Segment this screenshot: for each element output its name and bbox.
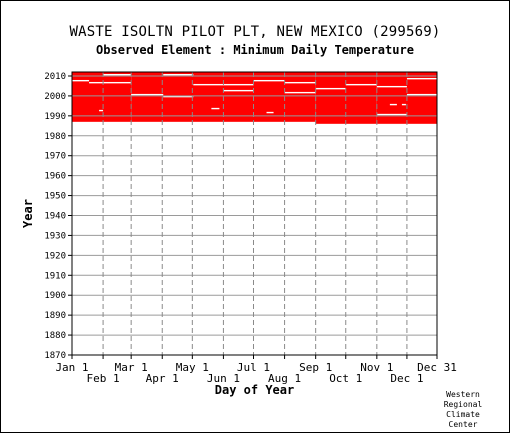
grid-layer [72, 72, 437, 355]
missing-segment-22 [401, 103, 406, 106]
missing-segment-13 [345, 83, 377, 86]
y-tick-label-1950: 1950 [44, 192, 66, 202]
missing-segment-5 [163, 95, 194, 98]
x-tick-label-nov-1: Nov 1 [360, 361, 393, 374]
missing-segment-8 [223, 89, 254, 92]
missing-segment-3 [103, 73, 132, 76]
x-tick-label-may-1: May 1 [176, 361, 209, 374]
credit-line-3: Climate [446, 410, 480, 419]
missing-segment-19 [266, 111, 274, 114]
y-tick-label-1990: 1990 [44, 112, 66, 122]
missing-segment-20 [99, 109, 104, 112]
y-tick-label-1930: 1930 [44, 231, 66, 241]
y-tick-label-1870: 1870 [44, 351, 66, 361]
credit-line-2: Regional [443, 400, 483, 409]
plot-border [71, 71, 438, 356]
x-tick-label-sep-1: Sep 1 [299, 361, 332, 374]
missing-segment-18 [211, 107, 220, 110]
data-block-4 [315, 72, 377, 124]
y-tick-label-1980: 1980 [44, 132, 66, 142]
missing-segment-17 [406, 77, 437, 80]
y-tick-label-2000: 2000 [44, 92, 66, 102]
y-tick-label-1920: 1920 [44, 251, 66, 261]
missing-segment-21 [389, 103, 397, 106]
x-tick-label-dec-1: Dec 1 [390, 372, 423, 385]
x-tick-label-jan-1: Jan 1 [55, 361, 88, 374]
y-tick-label-1940: 1940 [44, 211, 66, 221]
y-tick-label-1880: 1880 [44, 331, 66, 341]
x-tick-label-dec-31: Dec 31 [417, 361, 457, 374]
chart-subtitle: Observed Element : Minimum Daily Tempera… [96, 43, 414, 57]
credit-line-1: Western [446, 390, 480, 399]
x-axis-label: Day of Year [215, 383, 294, 397]
wrcc-credit: Western Regional Climate Center [428, 390, 498, 430]
credit-line-4: Center [448, 420, 478, 429]
x-tick-label-mar-1: Mar 1 [115, 361, 148, 374]
missing-segment-4 [131, 93, 164, 96]
y-tick-label-1960: 1960 [44, 172, 66, 182]
x-tick-label-oct-1: Oct 1 [329, 372, 362, 385]
missing-segment-10 [284, 91, 316, 94]
x-tick-label-jun-1: Jun 1 [207, 372, 240, 385]
missing-segment-6 [163, 73, 194, 76]
x-tick-label-apr-1: Apr 1 [146, 372, 179, 385]
y-tick-label-1890: 1890 [44, 311, 66, 321]
missing-segment-16 [406, 93, 437, 96]
missing-segment-14 [376, 113, 407, 116]
axis-layer: 1870 1880 1890 1900 1910 1920 1930 1940 1950 1960… [44, 72, 457, 385]
missing-segment-11 [284, 81, 316, 84]
missing-segment-2 [89, 81, 132, 84]
y-tick-label-1910: 1910 [44, 271, 66, 281]
y-tick-label-1970: 1970 [44, 152, 66, 162]
chart-title: WASTE ISOLTN PILOT PLT, NEW MEXICO (2995… [69, 24, 441, 40]
x-tick-label-feb-1: Feb 1 [87, 372, 120, 385]
missing-segment-15 [376, 85, 407, 88]
y-tick-label-2010: 2010 [44, 72, 66, 82]
missing-segment-12 [315, 87, 346, 90]
missing-segment-9 [253, 79, 285, 82]
x-tick-label-aug-1: Aug 1 [268, 372, 301, 385]
missing-segment-1 [72, 79, 90, 82]
x-tick-label-jul-1: Jul 1 [237, 361, 270, 374]
data-block-1 [72, 72, 132, 122]
y-tick-label-1900: 1900 [44, 291, 66, 301]
y-axis-label: Year [21, 199, 35, 228]
